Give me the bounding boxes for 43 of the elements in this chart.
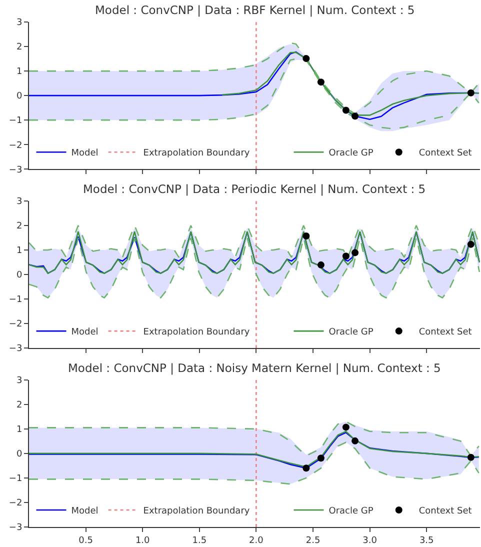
x-tick-label: 3.0 (362, 536, 378, 546)
ref-line-label: Extrapolation Boundary (143, 506, 250, 516)
ref-line-label: Extrapolation Boundary (143, 148, 250, 159)
y-tick-label: −3 (8, 165, 22, 176)
legend-label: Model (71, 148, 98, 159)
y-tick-label: −1 (8, 474, 22, 484)
y-tick-label: 3 (16, 18, 22, 28)
y-tick-label: 1 (16, 425, 22, 436)
y-tick-label: −3 (8, 523, 22, 534)
y-tick-label: 2 (16, 400, 22, 411)
y-tick-label: −2 (8, 498, 22, 509)
legend-label: Oracle GP (328, 148, 374, 159)
y-tick-label: −1 (8, 295, 22, 306)
legend-label: Context Set (418, 506, 472, 516)
y-tick-label: 0 (16, 270, 22, 281)
y-tick-label: −2 (8, 320, 22, 330)
y-tick-label: −1 (8, 116, 22, 126)
legend-label: Model (71, 328, 98, 338)
x-tick-label: 2.0 (249, 536, 264, 546)
chart-title: Model : ConvCNP | Data : Noisy Matern Kernel | Num. Context : 5 (68, 361, 441, 375)
x-tick-label: 2.5 (306, 536, 320, 546)
ref-line-label: Extrapolation Boundary (143, 328, 250, 338)
y-tick-label: 2 (16, 42, 22, 53)
x-tick-label: 0.5 (78, 536, 93, 546)
y-tick-label: 3 (16, 197, 22, 208)
y-tick-label: 1 (16, 246, 22, 256)
y-tick-label: 1 (16, 67, 22, 78)
y-tick-label: 2 (16, 222, 22, 232)
y-tick-label: −3 (8, 344, 22, 354)
legend-label: Context Set (418, 328, 472, 338)
y-tick-label: 0 (16, 92, 22, 102)
x-tick-label: 3.5 (419, 536, 434, 546)
legend-label: Model (71, 506, 98, 516)
y-tick-label: −2 (8, 140, 22, 151)
y-tick-label: 0 (16, 450, 22, 460)
x-tick-label: 1.5 (192, 536, 207, 546)
x-tick-label: 1.0 (135, 536, 150, 546)
chart-title: Model : ConvCNP | Data : Periodic Kernel | Num. Context : 5 (83, 182, 426, 196)
legend-label: Oracle GP (328, 328, 374, 338)
y-tick-label: 3 (16, 376, 22, 386)
legend-label: Oracle GP (328, 506, 374, 516)
chart-title: Model : ConvCNP | Data : RBF Kernel | Num. Context : 5 (95, 3, 415, 17)
legend-label: Context Set (418, 148, 472, 159)
